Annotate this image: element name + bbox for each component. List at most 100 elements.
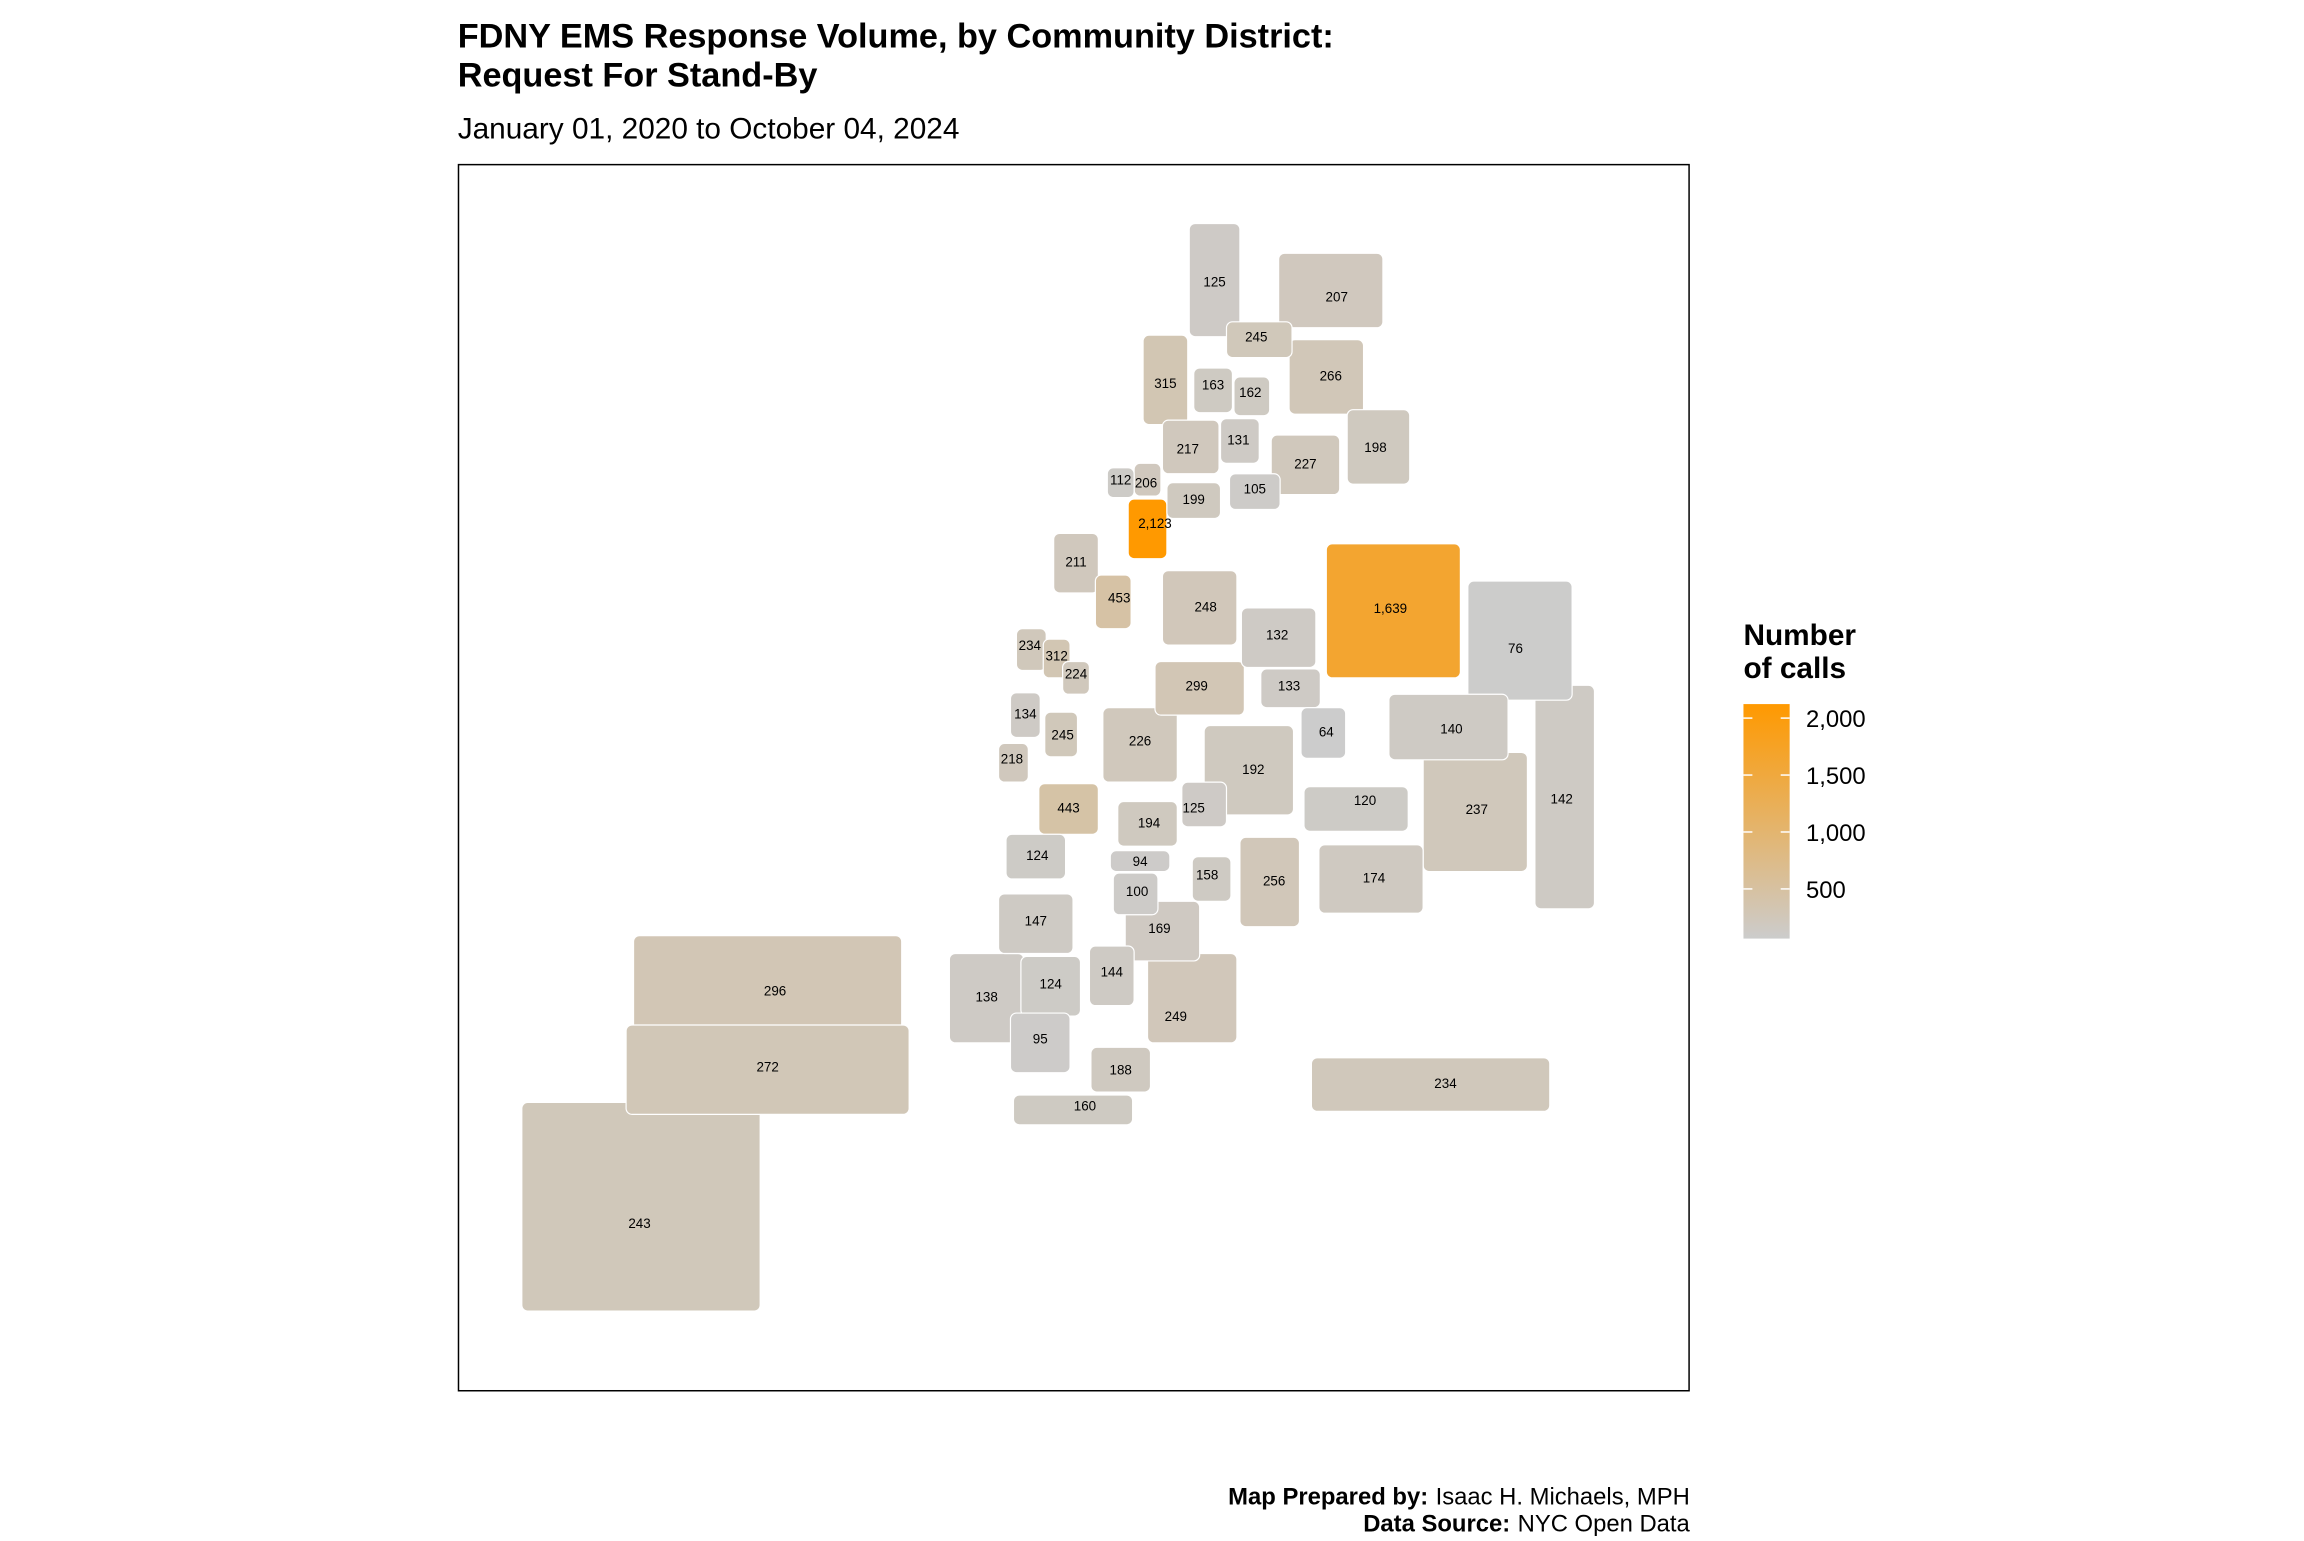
district bbox=[1288, 339, 1365, 415]
district-label: 94 bbox=[1133, 854, 1148, 869]
district-label: 95 bbox=[1033, 1031, 1048, 1046]
district-label: 234 bbox=[1019, 638, 1042, 653]
district bbox=[1062, 660, 1091, 695]
district bbox=[1161, 419, 1220, 475]
district-label: 100 bbox=[1126, 884, 1148, 899]
district bbox=[1388, 693, 1509, 761]
district bbox=[1300, 707, 1347, 759]
district bbox=[1117, 800, 1178, 847]
district bbox=[1102, 707, 1178, 783]
district-label: 147 bbox=[1025, 914, 1047, 929]
district-label: 162 bbox=[1239, 385, 1261, 400]
district bbox=[1310, 1057, 1551, 1112]
district-label: 142 bbox=[1551, 792, 1573, 807]
colorbar-tick-label: 500 bbox=[1806, 877, 1846, 904]
district-label: 198 bbox=[1364, 440, 1386, 455]
district-label: 224 bbox=[1065, 666, 1088, 681]
district bbox=[1090, 1046, 1152, 1093]
district-label: 132 bbox=[1266, 628, 1288, 643]
district-label: 76 bbox=[1508, 641, 1523, 656]
district-label: 315 bbox=[1154, 376, 1176, 391]
district bbox=[1270, 434, 1341, 496]
district bbox=[1188, 222, 1241, 338]
district bbox=[1325, 543, 1461, 679]
district-label: 138 bbox=[975, 990, 997, 1005]
district bbox=[1012, 1094, 1134, 1126]
district-label: 256 bbox=[1263, 874, 1285, 889]
district-label: 125 bbox=[1203, 275, 1225, 290]
district bbox=[997, 742, 1029, 783]
district bbox=[1346, 409, 1411, 485]
legend-title-line-2: of calls bbox=[1743, 652, 1846, 685]
district-label: 443 bbox=[1057, 801, 1079, 816]
caption-label: Data Source: bbox=[1363, 1511, 1510, 1536]
district-label: 112 bbox=[1110, 473, 1131, 488]
district bbox=[1146, 952, 1238, 1044]
district-label: 2,123 bbox=[1138, 516, 1172, 531]
district-label: 226 bbox=[1129, 733, 1151, 748]
colorbar-tick-label: 2,000 bbox=[1806, 706, 1866, 733]
district bbox=[1124, 900, 1201, 962]
district bbox=[1009, 692, 1041, 739]
district-label: 160 bbox=[1074, 1098, 1096, 1113]
district-label: 188 bbox=[1110, 1063, 1132, 1078]
regions bbox=[521, 222, 1596, 1312]
district-label: 169 bbox=[1148, 921, 1170, 936]
district bbox=[1009, 1012, 1071, 1074]
district bbox=[1154, 660, 1245, 716]
caption-label: Map Prepared by: bbox=[1228, 1484, 1428, 1511]
district bbox=[1228, 473, 1281, 511]
caption-text: Isaac H. Michaels, MPH bbox=[1436, 1484, 1690, 1511]
district bbox=[1240, 607, 1317, 669]
subtitle: January 01, 2020 to October 04, 2024 bbox=[458, 113, 960, 146]
district bbox=[1044, 711, 1079, 758]
district-label: 453 bbox=[1108, 590, 1130, 605]
title-line-2: Request For Stand-By bbox=[458, 56, 818, 94]
district bbox=[1106, 467, 1135, 499]
district-label: 144 bbox=[1101, 964, 1124, 979]
district-label: 199 bbox=[1183, 492, 1205, 507]
colorbar-tick-label: 1,000 bbox=[1806, 820, 1866, 847]
district-label: 194 bbox=[1138, 815, 1161, 830]
map-frame bbox=[457, 163, 1690, 1392]
caption: Map Prepared by: Isaac H. Michaels, MPHDa… bbox=[1228, 1484, 1690, 1538]
district bbox=[521, 1101, 761, 1312]
district-label: 245 bbox=[1051, 728, 1073, 743]
district-label: 125 bbox=[1183, 801, 1205, 816]
district-label: 245 bbox=[1245, 330, 1267, 345]
district bbox=[1318, 844, 1424, 914]
district-label: 1,639 bbox=[1374, 601, 1408, 616]
district-label: 158 bbox=[1196, 868, 1218, 883]
district-label: 234 bbox=[1434, 1076, 1457, 1091]
region-labels: 125 207 245 266 315 163 162 217 131 227 198 105 206 1… bbox=[628, 275, 1573, 1232]
district-label: 140 bbox=[1440, 722, 1462, 737]
title-line-1: FDNY EMS Response Volume, by Community D… bbox=[458, 18, 1334, 56]
district bbox=[1112, 872, 1159, 916]
colorbar-tick-label: 1,500 bbox=[1806, 763, 1866, 790]
district bbox=[1303, 786, 1409, 832]
district-label: 131 bbox=[1227, 433, 1249, 448]
district bbox=[1278, 252, 1384, 329]
district-label: 249 bbox=[1165, 1009, 1187, 1024]
district-label: 211 bbox=[1065, 555, 1086, 570]
district-label: 266 bbox=[1320, 368, 1342, 383]
district-label: 134 bbox=[1014, 707, 1037, 722]
district-label: 299 bbox=[1186, 678, 1208, 693]
district-label: 206 bbox=[1135, 476, 1157, 491]
district bbox=[1225, 321, 1293, 359]
district-label: 163 bbox=[1202, 377, 1224, 392]
district-label: 207 bbox=[1326, 290, 1348, 305]
district-label: 243 bbox=[628, 1216, 650, 1231]
district-label: 124 bbox=[1040, 976, 1063, 991]
legend-title-line-1: Number bbox=[1743, 619, 1856, 652]
district bbox=[997, 893, 1074, 955]
district bbox=[1260, 668, 1321, 709]
district-label: 133 bbox=[1278, 678, 1300, 693]
legend: 500 1,000 1,500 2,000 bbox=[1743, 704, 1866, 939]
district bbox=[1005, 833, 1067, 880]
district bbox=[1467, 580, 1573, 701]
district bbox=[1191, 856, 1232, 902]
district bbox=[1233, 376, 1271, 417]
district bbox=[1219, 418, 1260, 464]
